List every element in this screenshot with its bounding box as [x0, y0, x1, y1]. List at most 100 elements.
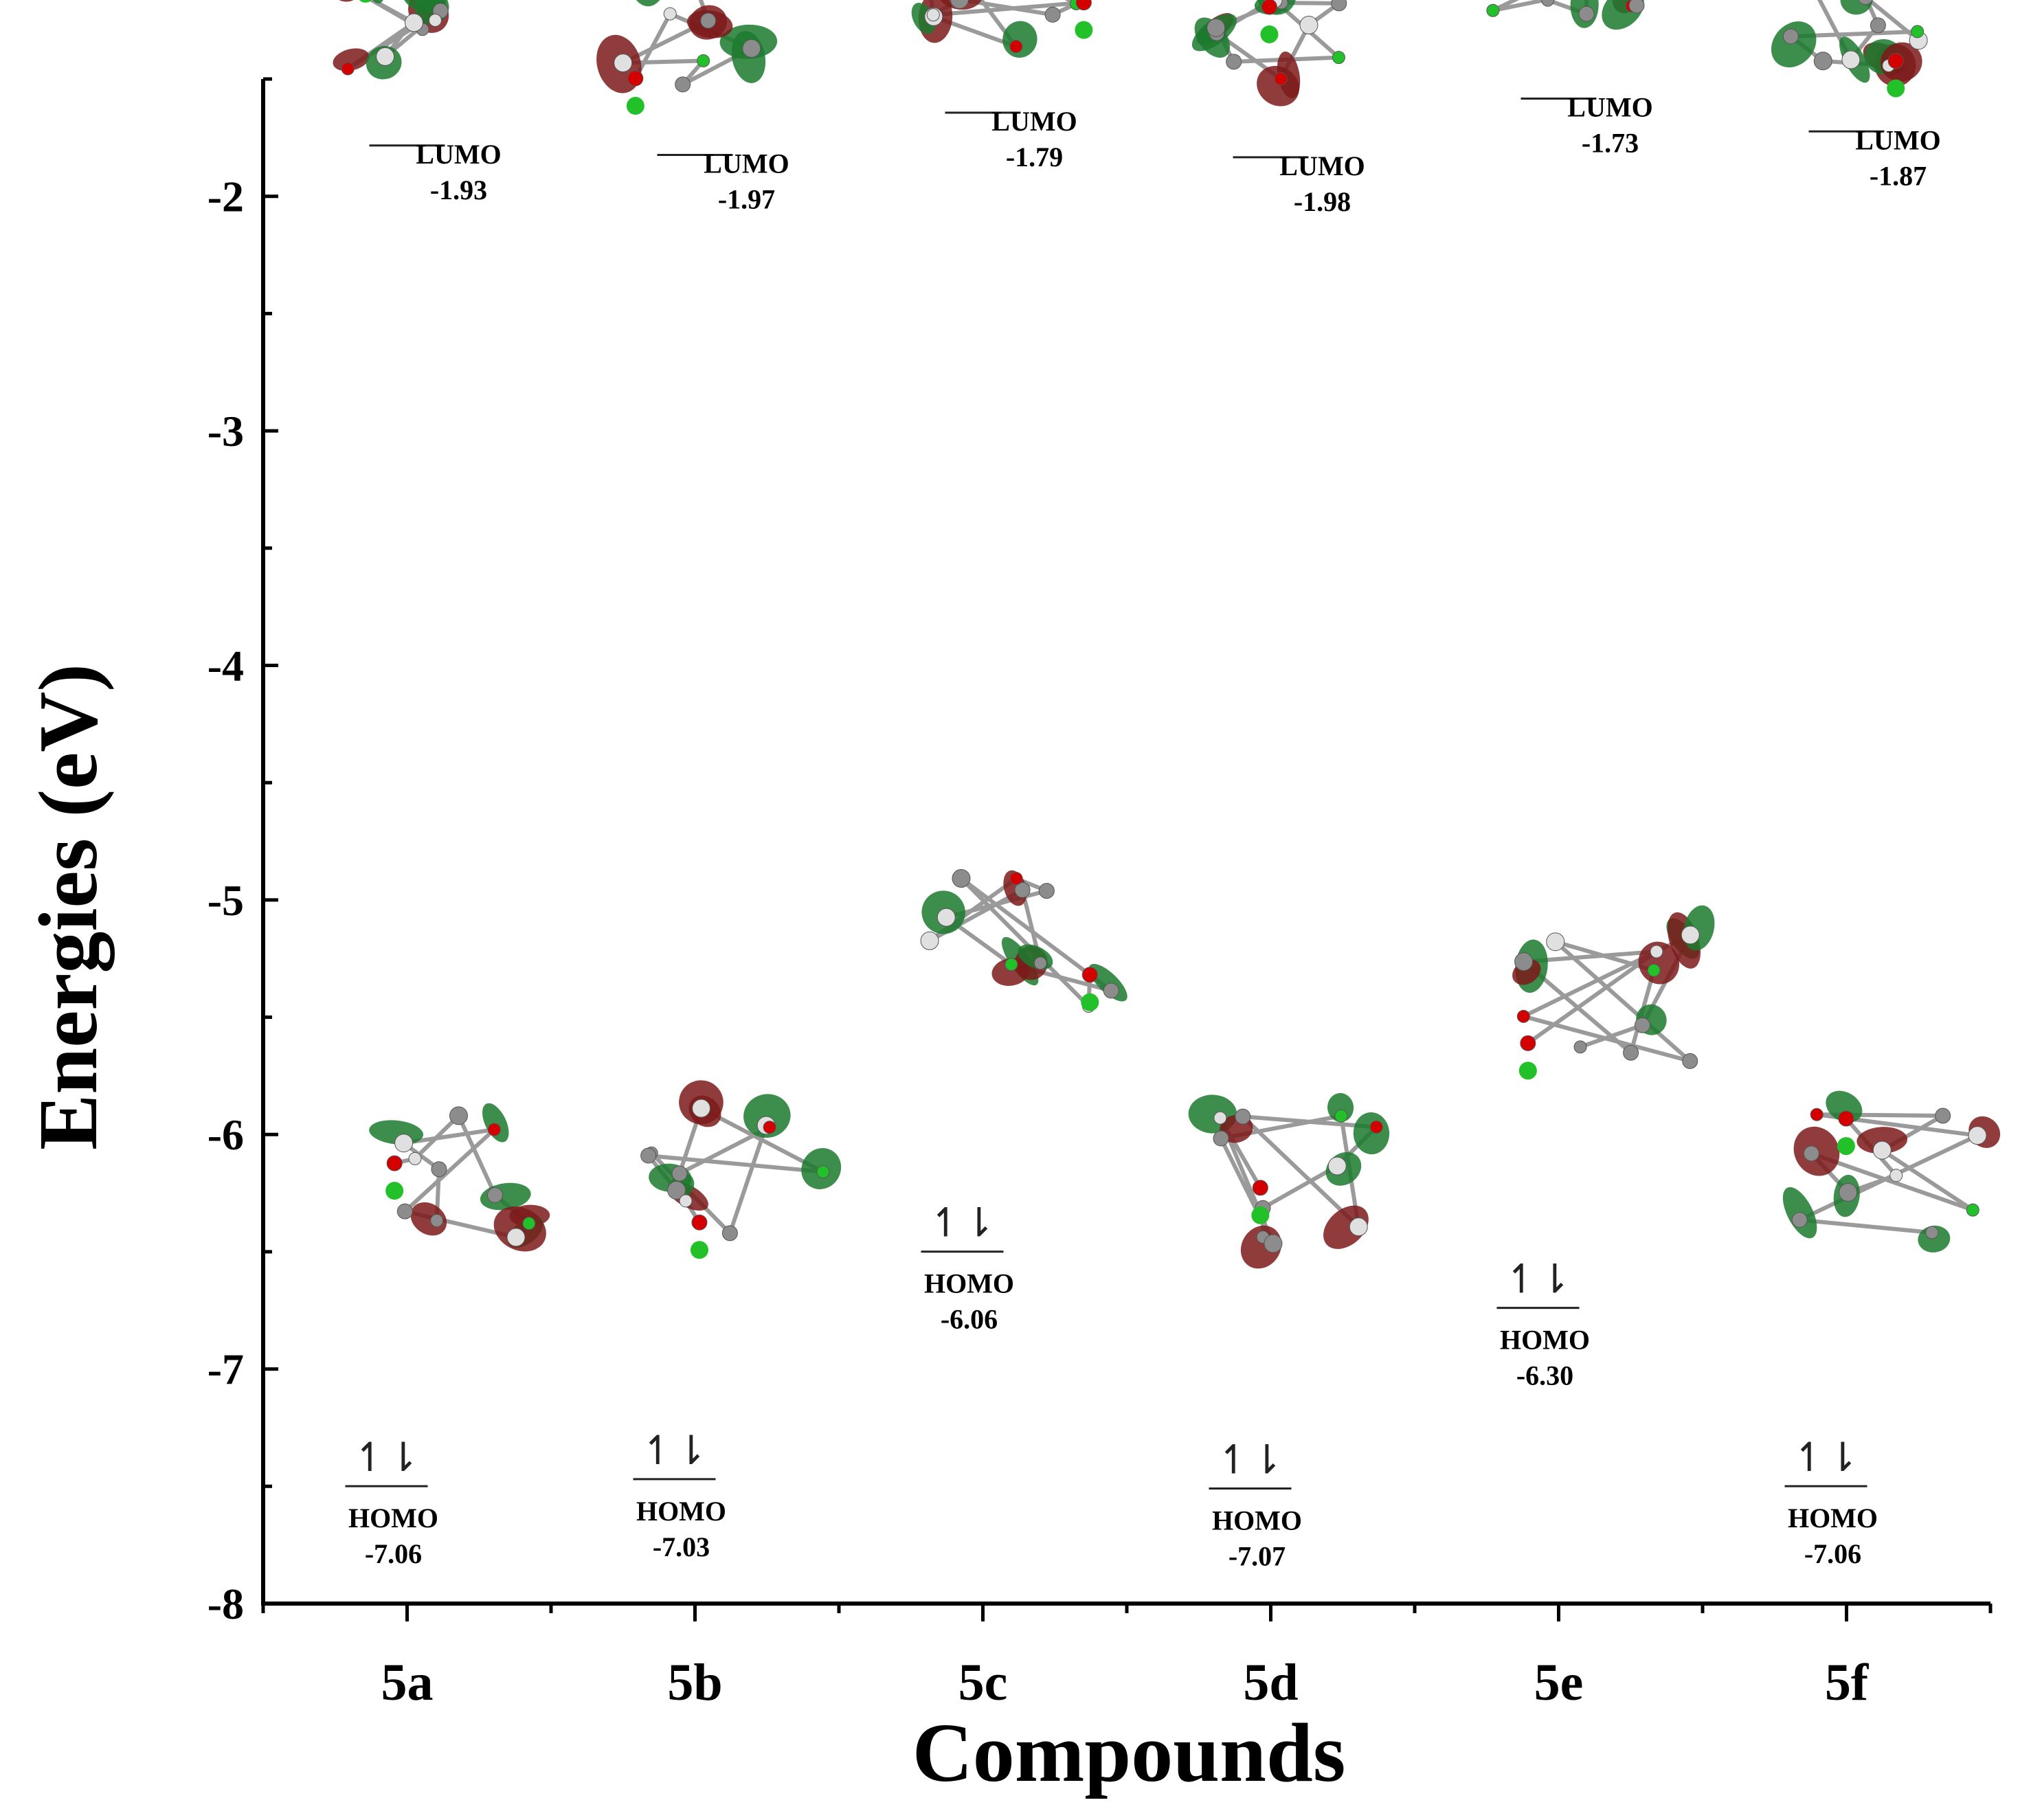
homo-orbital-rendering [369, 1103, 550, 1252]
negative-lobe [410, 1202, 447, 1236]
atom [1014, 881, 1031, 898]
bond [1864, 0, 1881, 27]
chlorine-atom [1518, 1061, 1537, 1080]
chlorine-atom [626, 97, 644, 115]
atom [1858, 0, 1873, 5]
x-category-label: 5f [1825, 1654, 1870, 1711]
negative-lobe [333, 48, 370, 71]
positive-lobe [1840, 0, 1873, 15]
negative-lobe [936, 0, 983, 10]
atom [1264, 1234, 1283, 1253]
atom [1578, 5, 1595, 22]
atom [1235, 1108, 1251, 1125]
atom [1075, 0, 1092, 11]
atom [1261, 0, 1277, 15]
orbital-molecule-renderings [329, 0, 2001, 1269]
bond [1553, 940, 1692, 1063]
chlorine-atom [385, 1182, 404, 1200]
lumo-level-5a: LUMO -1.93 [369, 139, 502, 205]
atom [522, 1217, 536, 1231]
atom [1334, 1109, 1348, 1123]
atom [721, 1225, 738, 1242]
chlorine-atom [1081, 993, 1099, 1011]
atom [1516, 1009, 1530, 1023]
homo-level-5b: ↿⇂ HOMO -7.03 [633, 1427, 726, 1562]
positive-lobe [743, 1094, 791, 1138]
atom [431, 1161, 447, 1178]
atom [1514, 952, 1534, 971]
chart-axes [261, 79, 1990, 1606]
x-category-label: 5d [1243, 1654, 1298, 1711]
bond [456, 1114, 497, 1196]
atom [1044, 6, 1061, 23]
chlorine-atom [1260, 25, 1279, 43]
homo-level-5f: ↿⇂ HOMO -7.06 [1784, 1434, 1878, 1569]
atom [1226, 54, 1242, 70]
atom [816, 1165, 830, 1179]
atom [692, 1099, 711, 1118]
atom [679, 1194, 693, 1208]
atom [449, 1106, 468, 1125]
atom [1081, 967, 1098, 983]
bond [1799, 1217, 1933, 1235]
homo-label: HOMO [1788, 1503, 1878, 1533]
atom [1486, 3, 1500, 17]
lumo-value-label: -1.87 [1870, 160, 1927, 191]
homo-value-label: -7.06 [365, 1538, 422, 1569]
homo-label: HOMO [1500, 1325, 1590, 1356]
x-category-label: 5e [1534, 1654, 1584, 1711]
bond [1810, 1151, 1974, 1212]
lumo-orbital-rendering [1191, 0, 1347, 106]
atom [376, 47, 395, 66]
atom [1647, 963, 1661, 977]
positive-lobe [1771, 21, 1817, 68]
atom [1331, 0, 1347, 12]
atom [386, 1155, 403, 1171]
lumo-level-5b: LUMO -1.97 [657, 148, 789, 214]
positive-lobe [1826, 1090, 1863, 1123]
atom [1682, 1053, 1698, 1069]
y-tick-label: -8 [207, 1580, 244, 1628]
y-axis-title: Energies (eV) [22, 664, 115, 1150]
atom [1681, 925, 1700, 945]
y-tick-label: -7 [207, 1345, 244, 1394]
atom [614, 54, 633, 73]
atom [1623, 1044, 1639, 1061]
atom [1213, 1130, 1229, 1147]
x-category-label: 5b [667, 1654, 722, 1711]
atom [487, 1123, 501, 1136]
spin-arrows: ↿⇂ [641, 1427, 708, 1474]
bond [1241, 1114, 1360, 1228]
y-tick-label: -6 [207, 1110, 244, 1159]
bond [933, 0, 1084, 17]
atom [1541, 0, 1555, 7]
bond [1523, 1014, 1691, 1064]
positive-lobe [1002, 21, 1037, 58]
atom [428, 14, 442, 27]
positive-lobe [629, 0, 667, 7]
lumo-orbital-rendering [329, 0, 449, 80]
orbital-levels: LUMO -1.93 ↿⇂ HOMO -7.06 LUMO -1.97 ↿⇂ HOMO -7.03… [345, 92, 1941, 1572]
atom [487, 1187, 504, 1203]
y-tick-label: -3 [207, 407, 244, 456]
spin-arrows: ↿⇂ [1505, 1256, 1571, 1303]
atom [394, 1134, 414, 1153]
atom [1911, 25, 1925, 38]
atom [691, 1214, 708, 1231]
lumo-level-5d: LUMO -1.98 [1233, 150, 1365, 217]
y-tick-label: -4 [207, 641, 244, 690]
positive-lobe [482, 1103, 509, 1143]
x-axis-title: Compounds [912, 1707, 1346, 1799]
lumo-orbital-rendering [1771, 0, 1928, 98]
atom [1546, 932, 1565, 952]
x-category-label: 5c [958, 1654, 1008, 1711]
homo-level-5e: ↿⇂ HOMO -6.30 [1496, 1256, 1590, 1391]
atom [1841, 50, 1861, 69]
lumo-level-5c: LUMO -1.79 [945, 106, 1077, 172]
atom [1327, 1156, 1347, 1176]
chlorine-atom [1887, 79, 1905, 98]
atom [430, 1214, 444, 1228]
homo-level-5a: ↿⇂ HOMO -7.06 [345, 1434, 438, 1569]
lumo-level-5f: LUMO -1.87 [1808, 124, 1941, 191]
